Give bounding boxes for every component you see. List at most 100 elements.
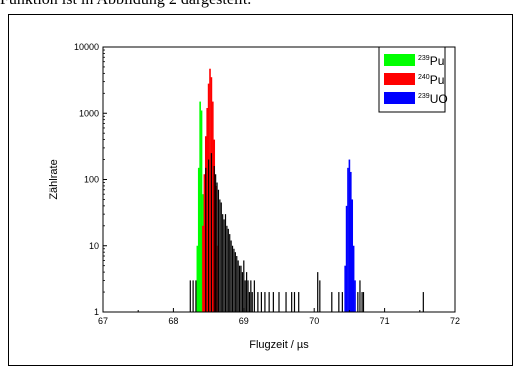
bar-background bbox=[285, 292, 287, 312]
bar-background bbox=[192, 280, 194, 312]
bar-240Pu bbox=[212, 101, 214, 312]
bar-background bbox=[338, 292, 340, 312]
bar-background bbox=[236, 256, 238, 312]
bar-background bbox=[341, 292, 343, 312]
x-tick-label: 68 bbox=[168, 316, 178, 326]
bar-239UO bbox=[347, 167, 349, 312]
bar-background bbox=[357, 292, 359, 312]
x-axis-label: Flugzeit / µs bbox=[249, 339, 309, 351]
bar-background bbox=[217, 189, 220, 312]
x-tick-label: 71 bbox=[380, 316, 390, 326]
bar-background bbox=[246, 272, 248, 312]
legend-label-base: Pu bbox=[430, 73, 445, 87]
bar-240Pu bbox=[203, 174, 206, 312]
bar-239Pu bbox=[199, 101, 201, 312]
bar-background bbox=[247, 280, 249, 312]
bar-background bbox=[244, 280, 246, 312]
axis-ticks: 67 68 69 70 71 72 1 10 100 1000 10000 bbox=[74, 42, 460, 326]
bar-background bbox=[361, 292, 363, 312]
bar-background bbox=[222, 214, 224, 312]
y-tick-label: 10 bbox=[89, 241, 99, 251]
bar-background bbox=[216, 182, 218, 312]
bar-background bbox=[213, 165, 215, 312]
bar-background bbox=[210, 153, 213, 312]
legend-label-sup: 240 bbox=[418, 74, 430, 81]
legend-label: 239Pu bbox=[418, 54, 444, 68]
bar-background bbox=[319, 280, 321, 312]
bar-background bbox=[317, 272, 319, 312]
bar-background bbox=[208, 159, 210, 312]
bar-background bbox=[359, 280, 361, 312]
bar-background bbox=[226, 225, 228, 312]
bar-239Pu bbox=[196, 245, 199, 312]
legend-label-base: Pu bbox=[430, 54, 445, 68]
legend-label-sup: 239 bbox=[418, 93, 430, 100]
bar-background bbox=[264, 292, 266, 312]
bar-background bbox=[195, 280, 197, 312]
bar-background bbox=[268, 292, 270, 312]
bar-239Pu bbox=[197, 167, 200, 312]
legend-label: 239UO bbox=[418, 92, 448, 106]
legend-label: 240Pu bbox=[418, 73, 444, 87]
bar-background bbox=[220, 202, 222, 312]
x-tick-label: 67 bbox=[98, 316, 108, 326]
legend-swatch bbox=[384, 54, 415, 66]
bar-background bbox=[278, 292, 280, 312]
legend-swatch bbox=[384, 73, 415, 85]
bar-background bbox=[241, 272, 243, 312]
legend-label-sup: 239 bbox=[418, 55, 430, 62]
bar-240Pu bbox=[202, 225, 204, 312]
bar-background bbox=[223, 219, 225, 312]
bar-background bbox=[291, 292, 293, 312]
bar-background bbox=[362, 292, 365, 312]
bar-background bbox=[219, 199, 221, 312]
bar-background bbox=[257, 292, 259, 312]
bar-background bbox=[240, 265, 242, 312]
bar-background bbox=[243, 260, 245, 312]
y-tick-label: 1 bbox=[94, 307, 99, 317]
bar-239Pu bbox=[200, 110, 203, 312]
x-tick-label: 70 bbox=[309, 316, 319, 326]
bar-background bbox=[251, 292, 253, 312]
bar-background bbox=[422, 292, 424, 312]
bar-background bbox=[230, 240, 232, 312]
bar-background bbox=[293, 292, 296, 312]
bar-239UO bbox=[352, 245, 355, 312]
x-tick-label: 72 bbox=[450, 316, 460, 326]
bar-background bbox=[253, 280, 255, 312]
bar-background bbox=[237, 260, 239, 312]
y-tick-label: 10000 bbox=[74, 42, 99, 52]
bar-240Pu bbox=[209, 68, 211, 313]
y-tick-label: 1000 bbox=[79, 108, 99, 118]
bar-background bbox=[248, 292, 251, 312]
bar-239UO bbox=[344, 265, 346, 312]
bar-background bbox=[233, 248, 235, 312]
bar-background bbox=[234, 252, 236, 312]
bar-background bbox=[272, 292, 274, 312]
chart-bars bbox=[189, 68, 424, 313]
x-tick-label: 69 bbox=[239, 316, 249, 326]
bar-background bbox=[260, 292, 262, 312]
bar-background bbox=[238, 265, 241, 312]
bar-239UO bbox=[348, 159, 351, 312]
bar-background bbox=[227, 228, 229, 312]
bar-background bbox=[215, 174, 217, 312]
figure-frame bbox=[8, 14, 513, 366]
bar-240Pu bbox=[206, 108, 208, 312]
bar-background bbox=[224, 214, 227, 312]
caption-text: Funktion ist in Abbildung 2 dargestellt. bbox=[0, 0, 517, 9]
bar-239UO bbox=[345, 205, 348, 312]
y-axis-label: Zählrate bbox=[48, 159, 60, 199]
legend-label-base: UO bbox=[430, 92, 448, 106]
bar-background bbox=[231, 245, 234, 312]
bar-background bbox=[250, 280, 252, 312]
y-tick-label: 100 bbox=[84, 175, 99, 185]
bar-background bbox=[331, 292, 333, 312]
bar-background bbox=[205, 167, 207, 312]
bar-background bbox=[229, 234, 231, 312]
bar-239UO bbox=[350, 171, 352, 312]
legend-swatch bbox=[384, 92, 415, 104]
bar-background bbox=[189, 280, 191, 312]
